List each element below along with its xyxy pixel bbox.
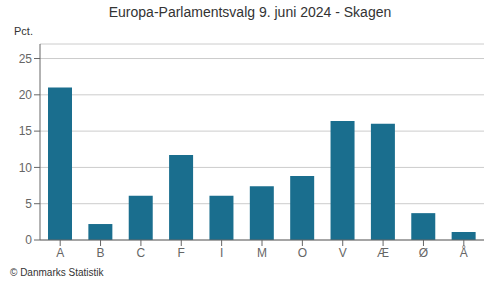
svg-text:10: 10 xyxy=(19,161,33,175)
svg-text:25: 25 xyxy=(19,52,33,66)
svg-text:20: 20 xyxy=(19,88,33,102)
html-text:Pct.: Pct. xyxy=(14,25,33,37)
html-text:© Danmarks Statistik: © Danmarks Statistik xyxy=(10,267,104,278)
svg-text:Ø: Ø xyxy=(419,246,428,260)
svg-text:Å: Å xyxy=(460,245,468,260)
svg-text:0: 0 xyxy=(25,233,32,247)
svg-text:5: 5 xyxy=(25,197,32,211)
html-text:Europa-Parlamentsvalg 9. juni: Europa-Parlamentsvalg 9. juni 2024 - Ska… xyxy=(108,4,392,20)
svg-text:Æ: Æ xyxy=(377,246,389,260)
svg-text:15: 15 xyxy=(19,124,33,138)
svg-text:V: V xyxy=(339,246,347,260)
svg-text:B: B xyxy=(97,246,105,260)
svg-text:O: O xyxy=(298,246,307,260)
svg-text:I: I xyxy=(220,246,223,260)
svg-text:F: F xyxy=(178,246,185,260)
svg-text:M: M xyxy=(257,246,267,260)
svg-text:A: A xyxy=(56,246,64,260)
svg-text:C: C xyxy=(137,246,146,260)
